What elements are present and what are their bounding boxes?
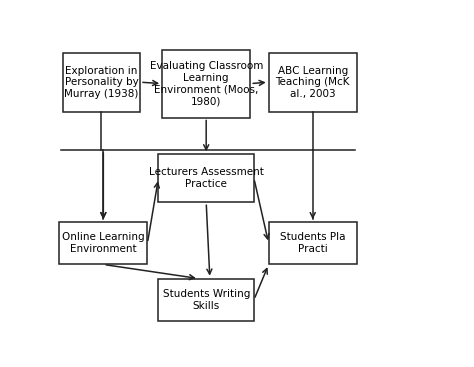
FancyBboxPatch shape bbox=[59, 222, 147, 265]
FancyBboxPatch shape bbox=[158, 279, 254, 321]
FancyBboxPatch shape bbox=[162, 50, 250, 117]
Text: Evaluating Classroom
Learning
Environment (Moos,
1980): Evaluating Classroom Learning Environmen… bbox=[149, 61, 263, 106]
Text: Students Pla
Practi: Students Pla Practi bbox=[280, 232, 346, 254]
Text: Lecturers Assessment
Practice: Lecturers Assessment Practice bbox=[149, 167, 264, 189]
Text: Exploration in
Personality by
Murray (1938): Exploration in Personality by Murray (19… bbox=[64, 66, 139, 99]
FancyBboxPatch shape bbox=[158, 154, 254, 202]
Text: Students Writing
Skills: Students Writing Skills bbox=[163, 289, 250, 310]
FancyBboxPatch shape bbox=[269, 52, 357, 112]
Text: ABC Learning
Teaching (McK
al., 2003: ABC Learning Teaching (McK al., 2003 bbox=[275, 66, 350, 99]
Text: Online Learning
Environment: Online Learning Environment bbox=[62, 232, 145, 254]
FancyBboxPatch shape bbox=[63, 52, 140, 112]
FancyBboxPatch shape bbox=[269, 222, 357, 265]
